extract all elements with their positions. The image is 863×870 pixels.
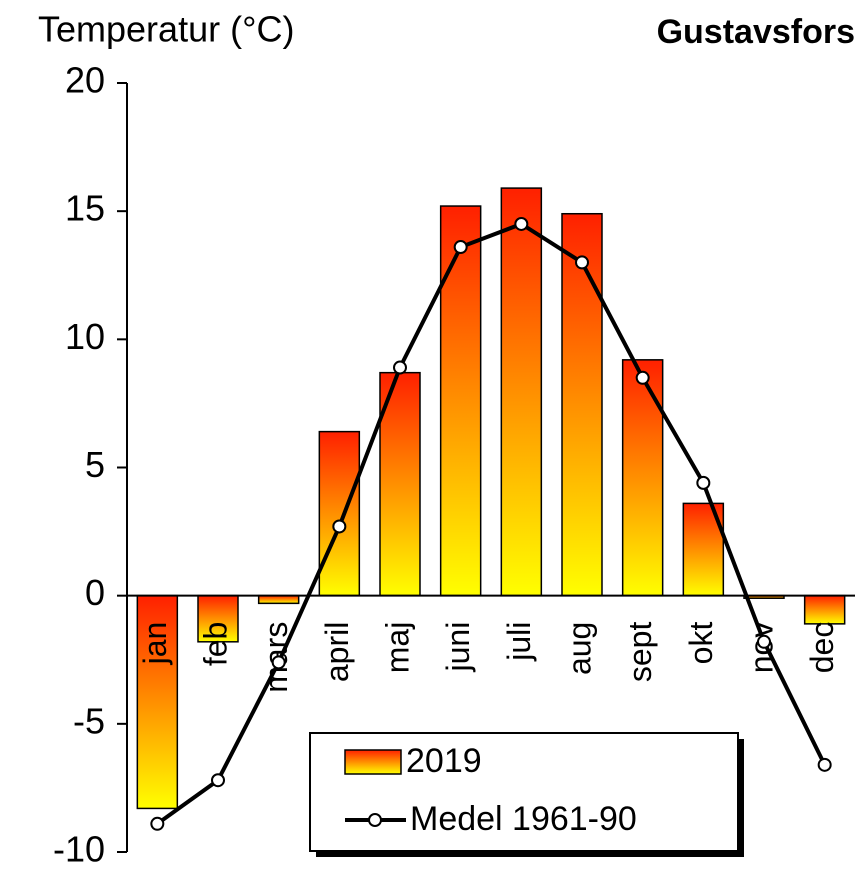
bar	[439, 205, 482, 597]
x-tick-label: aug	[561, 622, 597, 675]
y-tick-label: 10	[65, 316, 105, 357]
line-marker	[332, 519, 347, 534]
y-axis-label: Temperatur (°C)	[38, 9, 294, 50]
line-marker	[575, 255, 589, 270]
legend-label: Medel 1961-90	[410, 800, 637, 838]
bar	[257, 594, 300, 605]
line-marker	[635, 370, 650, 385]
line-marker	[757, 634, 771, 649]
line	[156, 221, 827, 826]
x-tick-label: sept	[622, 622, 658, 683]
y-tick-label: 15	[65, 188, 105, 229]
bar	[561, 212, 603, 597]
x-tick-label: juni	[440, 622, 476, 673]
line-marker	[817, 757, 832, 772]
chart-title: Gustavsfors	[657, 13, 855, 51]
bar	[500, 187, 543, 597]
y-tick-label: 5	[85, 444, 105, 485]
legend-label: 2019	[406, 742, 482, 780]
x-tick-label: maj	[379, 622, 415, 674]
line-marker	[696, 475, 711, 490]
x-tick-label: okt	[683, 622, 719, 665]
legend-marker	[368, 813, 382, 827]
line-marker	[453, 240, 468, 255]
x-tick-label: juli	[501, 622, 537, 662]
line-marker	[150, 816, 165, 831]
bar	[197, 594, 239, 643]
bar	[318, 430, 361, 597]
line-marker	[393, 360, 407, 375]
x-tick-label: feb	[197, 622, 233, 666]
line-marker	[211, 773, 225, 788]
x-tick-label: april	[319, 622, 355, 682]
bar	[803, 594, 846, 625]
line-marker	[271, 655, 286, 670]
bar	[136, 594, 179, 810]
y-tick-label: 20	[65, 60, 105, 101]
line-marker	[514, 216, 529, 231]
y-tick-label: -5	[73, 700, 105, 741]
bar	[379, 371, 421, 597]
y-tick-label: 0	[85, 572, 105, 613]
y-tick-label: -10	[53, 829, 105, 870]
x-tick-label: jan	[137, 622, 173, 666]
bar	[621, 359, 664, 597]
legend-swatch	[344, 749, 402, 775]
x-tick-label: dec	[804, 622, 840, 674]
